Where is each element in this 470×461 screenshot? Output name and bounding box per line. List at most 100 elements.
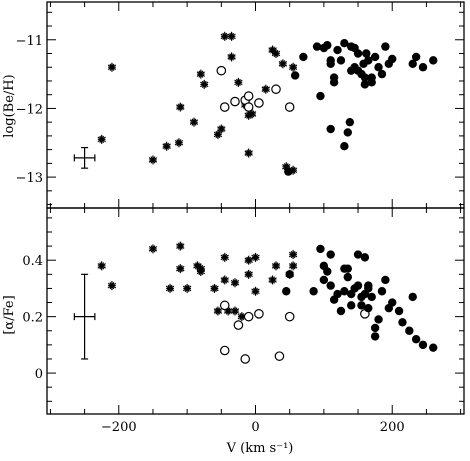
data-point-asterisk: [107, 281, 117, 291]
data-point-asterisk: [247, 109, 257, 119]
data-point-filled-circle: [316, 244, 325, 254]
data-point-asterisk: [148, 155, 158, 165]
data-point-asterisk: [234, 77, 243, 87]
y-tick-label: 0.2: [22, 311, 43, 326]
data-point-asterisk: [182, 283, 192, 293]
data-point-filled-circle: [408, 59, 417, 68]
data-point-open-circle: [219, 300, 230, 311]
data-point-asterisk: [288, 62, 298, 72]
data-point-open-circle: [284, 311, 295, 322]
data-point-filled-circle: [282, 287, 291, 296]
data-point-filled-circle: [418, 340, 428, 350]
data-point-asterisk: [251, 252, 260, 262]
data-point-filled-circle: [340, 142, 349, 151]
data-point-open-circle: [254, 309, 264, 319]
data-point-filled-circle: [360, 253, 370, 262]
data-point-filled-circle: [367, 292, 376, 302]
data-point-filled-circle: [347, 301, 356, 310]
data-point-filled-circle: [326, 281, 335, 290]
data-point-filled-circle: [299, 52, 308, 62]
data-point-asterisk: [288, 250, 298, 260]
data-point-asterisk: [97, 261, 106, 271]
data-point-filled-circle: [285, 270, 294, 279]
data-point-asterisk: [165, 283, 175, 293]
data-point-filled-circle: [398, 318, 407, 327]
data-point-asterisk: [174, 138, 184, 148]
data-point-filled-circle: [364, 56, 373, 65]
y-tick-label: −11: [16, 34, 43, 49]
data-point-asterisk: [278, 59, 288, 69]
data-point-asterisk: [220, 252, 229, 262]
data-point-asterisk: [271, 49, 281, 58]
data-point-filled-circle: [333, 45, 342, 55]
data-point-filled-circle: [388, 298, 397, 307]
data-point-filled-circle: [377, 287, 387, 296]
data-point-filled-circle: [394, 306, 404, 316]
data-point-filled-circle: [353, 49, 363, 58]
data-point-filled-circle: [333, 289, 342, 299]
x-tick-label: 200: [380, 420, 405, 435]
data-point-filled-circle: [326, 124, 335, 134]
data-point-filled-circle: [326, 59, 335, 68]
data-point-filled-circle: [370, 332, 380, 341]
data-point-filled-circle: [353, 281, 363, 290]
data-point-filled-circle: [284, 167, 293, 176]
x-tick-label: −200: [101, 420, 137, 435]
data-point-filled-circle: [316, 91, 325, 101]
data-point-filled-circle: [411, 52, 421, 62]
data-point-asterisk: [217, 124, 226, 134]
data-point-asterisk: [244, 148, 253, 158]
data-point-asterisk: [148, 244, 158, 254]
data-point-open-circle: [230, 96, 240, 107]
data-point-filled-circle: [367, 78, 376, 87]
data-point-asterisk: [271, 261, 281, 271]
y-axis-label-top: log(Be/H): [2, 74, 17, 137]
data-point-asterisk: [220, 275, 229, 285]
data-point-filled-circle: [357, 301, 366, 310]
data-point-filled-circle: [336, 306, 346, 316]
data-point-asterisk: [230, 306, 240, 316]
bottom-panel-alpha-fe: −200 0 200 0 0.2 0.4: [22, 207, 465, 435]
y-tick-label: 0.4: [22, 254, 43, 269]
data-point-filled-circle: [388, 54, 397, 64]
data-point-filled-circle: [323, 41, 332, 50]
data-point-open-circle: [219, 102, 230, 112]
data-point-asterisk: [244, 255, 253, 265]
data-point-filled-circle: [353, 250, 363, 259]
data-point-asterisk: [230, 278, 240, 288]
data-point-filled-circle: [360, 73, 370, 82]
data-point-filled-circle: [326, 250, 335, 259]
data-point-asterisk: [210, 283, 219, 293]
data-point-filled-circle: [377, 69, 387, 79]
data-point-filled-circle: [290, 71, 300, 80]
data-point-open-circle: [240, 354, 251, 364]
data-point-asterisk: [268, 275, 277, 285]
data-point-asterisk: [220, 31, 229, 41]
data-point-asterisk: [107, 62, 117, 72]
y-tick-label: −13: [16, 171, 43, 186]
y-axis-label-bottom: [α/Fe]: [2, 295, 17, 334]
data-point-filled-circle: [329, 78, 339, 87]
data-point-filled-circle: [411, 335, 421, 344]
data-point-open-circle: [219, 345, 230, 356]
data-point-asterisk: [189, 117, 199, 127]
data-point-asterisk: [261, 84, 270, 94]
data-point-filled-circle: [374, 315, 383, 324]
data-point-open-circle: [243, 91, 254, 101]
data-point-open-circle: [284, 102, 295, 112]
data-point-filled-circle: [319, 275, 329, 285]
data-point-asterisk: [227, 52, 236, 62]
data-point-asterisk: [196, 266, 206, 276]
data-point-asterisk: [176, 241, 185, 251]
data-point-open-circle: [233, 320, 244, 330]
data-point-open-circle: [254, 98, 264, 108]
data-point-open-circle: [271, 84, 281, 95]
data-point-filled-circle: [374, 63, 383, 72]
data-point-filled-circle: [408, 292, 417, 302]
data-point-filled-circle: [429, 343, 438, 352]
data-point-filled-circle: [343, 128, 352, 137]
x-tick-label: 0: [251, 420, 259, 435]
error-bar: [73, 146, 96, 169]
data-point-filled-circle: [381, 42, 390, 51]
data-point-asterisk: [200, 79, 209, 89]
